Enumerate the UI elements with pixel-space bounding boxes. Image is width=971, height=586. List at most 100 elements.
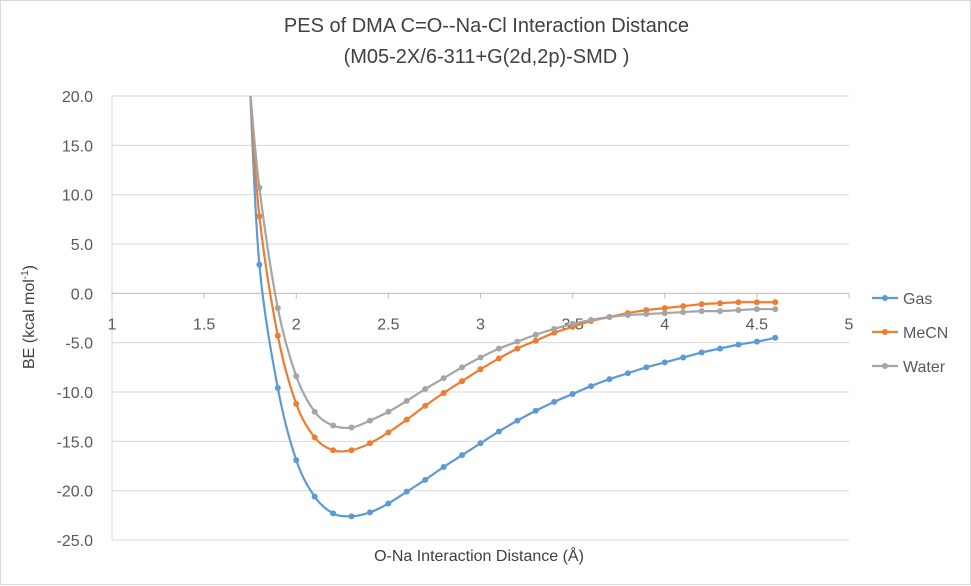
series-layer	[249, 96, 779, 520]
y-tick-label: -20.0	[57, 484, 94, 501]
data-point-gas	[532, 407, 539, 414]
data-point-gas	[514, 417, 521, 424]
data-point-mecn	[477, 366, 484, 373]
data-point-gas	[569, 390, 576, 397]
data-point-gas	[385, 500, 392, 507]
data-point-gas	[366, 509, 373, 516]
data-point-mecn	[735, 299, 742, 306]
data-point-gas	[403, 488, 410, 495]
legend-item-water: Water	[872, 359, 946, 376]
data-point-gas	[643, 364, 650, 371]
data-point-mecn	[661, 305, 668, 312]
data-point-mecn	[440, 389, 447, 396]
data-point-gas	[606, 376, 613, 383]
data-point-water	[330, 422, 337, 429]
legend-label: Water	[903, 359, 946, 376]
data-point-gas	[477, 440, 484, 447]
y-tick-label: -10.0	[57, 385, 94, 402]
data-point-gas	[293, 457, 300, 464]
y-axis-label-main: BE (kcal mol	[21, 279, 38, 369]
x-tick-label: 5	[845, 316, 854, 333]
data-point-water	[680, 309, 687, 316]
data-point-water	[514, 338, 521, 345]
data-point-water	[366, 417, 373, 424]
x-tick-label: 1	[108, 316, 117, 333]
data-point-mecn	[717, 300, 724, 307]
data-point-mecn	[422, 402, 429, 409]
data-point-water	[495, 345, 502, 352]
legend-item-gas: Gas	[872, 291, 932, 308]
x-tick-label: 2.5	[377, 316, 399, 333]
data-point-gas	[256, 261, 263, 268]
x-tick-label: 1.5	[193, 316, 215, 333]
legend: Gas MeCN Water	[872, 291, 948, 376]
data-point-water	[569, 320, 576, 327]
chart-title: PES of DMA C=O--Na-Cl Interaction Distan…	[283, 15, 690, 37]
data-point-water	[551, 325, 558, 332]
x-axis-label: O-Na Interaction Distance (Å)	[374, 546, 584, 565]
y-tick-label: -15.0	[57, 434, 94, 451]
data-point-water	[311, 408, 318, 415]
data-point-gas	[680, 354, 687, 361]
data-point-mecn	[348, 447, 355, 454]
data-point-gas	[698, 349, 705, 356]
data-point-water	[256, 184, 263, 191]
legend-marker	[882, 295, 888, 301]
legend-marker	[882, 329, 888, 335]
axes: 20.0 15.0 10.0 5.0 0.0 -5.0 -10.0 -15.0 -20.0 -25…	[57, 89, 854, 550]
y-tick-label: 10.0	[62, 188, 93, 205]
data-point-gas	[661, 359, 668, 366]
data-point-gas	[311, 493, 318, 500]
legend-label: MeCN	[903, 325, 948, 342]
data-point-mecn	[311, 434, 318, 441]
series-water	[249, 96, 779, 431]
data-point-water	[606, 314, 613, 321]
data-point-water	[624, 312, 631, 319]
data-point-mecn	[514, 345, 521, 352]
data-point-water	[477, 354, 484, 361]
data-point-gas	[588, 383, 595, 390]
x-tick-label: 3	[476, 316, 485, 333]
legend-marker	[882, 363, 888, 369]
series-line-water	[249, 96, 776, 430]
data-point-mecn	[274, 332, 281, 339]
data-point-water	[643, 311, 650, 318]
y-tick-label: 20.0	[62, 89, 93, 106]
data-point-mecn	[366, 440, 373, 447]
x-tick-label: 2	[292, 316, 301, 333]
data-point-mecn	[495, 355, 502, 362]
data-point-water	[717, 308, 724, 315]
data-point-gas	[459, 452, 466, 459]
data-point-gas	[772, 334, 779, 341]
y-axis-label: BE (kcal mol-1)	[20, 265, 38, 369]
data-point-mecn	[403, 416, 410, 423]
data-point-water	[274, 305, 281, 312]
data-point-water	[440, 375, 447, 382]
y-tick-label: 5.0	[71, 237, 93, 254]
chart-subtitle: (M05-2X/6-311+G(2d,2p)-SMD )	[343, 46, 630, 68]
y-axis-label-sup: -1	[20, 270, 31, 279]
data-point-water	[532, 331, 539, 338]
data-point-gas	[422, 476, 429, 483]
data-point-water	[293, 373, 300, 380]
y-tick-label: -25.0	[57, 533, 94, 550]
data-point-gas	[753, 338, 760, 345]
y-axis-label-end: )	[21, 265, 38, 270]
y-tick-label: -5.0	[65, 336, 93, 353]
y-tick-label: 0.0	[71, 286, 93, 303]
data-point-water	[735, 307, 742, 314]
data-point-water	[661, 310, 668, 317]
data-point-water	[403, 397, 410, 404]
data-point-water	[588, 316, 595, 323]
data-point-mecn	[753, 299, 760, 306]
data-point-gas	[735, 341, 742, 348]
data-point-gas	[551, 398, 558, 405]
data-point-mecn	[532, 337, 539, 344]
data-point-mecn	[698, 301, 705, 308]
data-point-gas	[440, 463, 447, 470]
y-tick-label: 15.0	[62, 138, 93, 155]
data-point-mecn	[772, 299, 779, 306]
legend-item-mecn: MeCN	[872, 325, 948, 342]
data-point-gas	[717, 345, 724, 352]
